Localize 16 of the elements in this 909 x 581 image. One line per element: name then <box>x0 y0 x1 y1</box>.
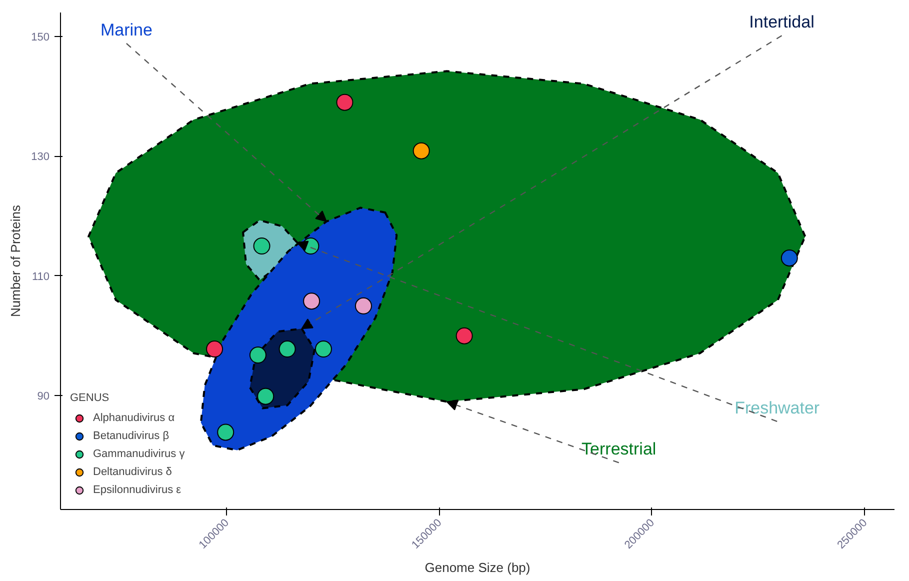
legend-title: GENUS <box>70 392 110 404</box>
y-tick-label: 90 <box>37 390 50 403</box>
text: Intertidal <box>749 12 814 32</box>
legend-label: Alphanudivirus α <box>93 411 175 426</box>
y-tick-label: 150 <box>31 31 50 44</box>
legend-label: Gammanudivirus γ <box>93 447 185 462</box>
legend-label: Betanudivirus β <box>93 429 170 444</box>
x-axis-title: Genome Size (bp) <box>424 560 530 576</box>
y-tick-label: 110 <box>32 270 50 283</box>
text: Marine <box>100 20 152 40</box>
legend-label: Epsilonnudivirus ε <box>93 483 182 498</box>
legend-label: Deltanudivirus δ <box>93 465 172 480</box>
text: Terrestrial <box>582 440 656 459</box>
text: Freshwater <box>734 398 820 418</box>
y-axis-title: Number of Proteins <box>8 204 24 317</box>
y-tick-label: 130 <box>31 151 50 164</box>
